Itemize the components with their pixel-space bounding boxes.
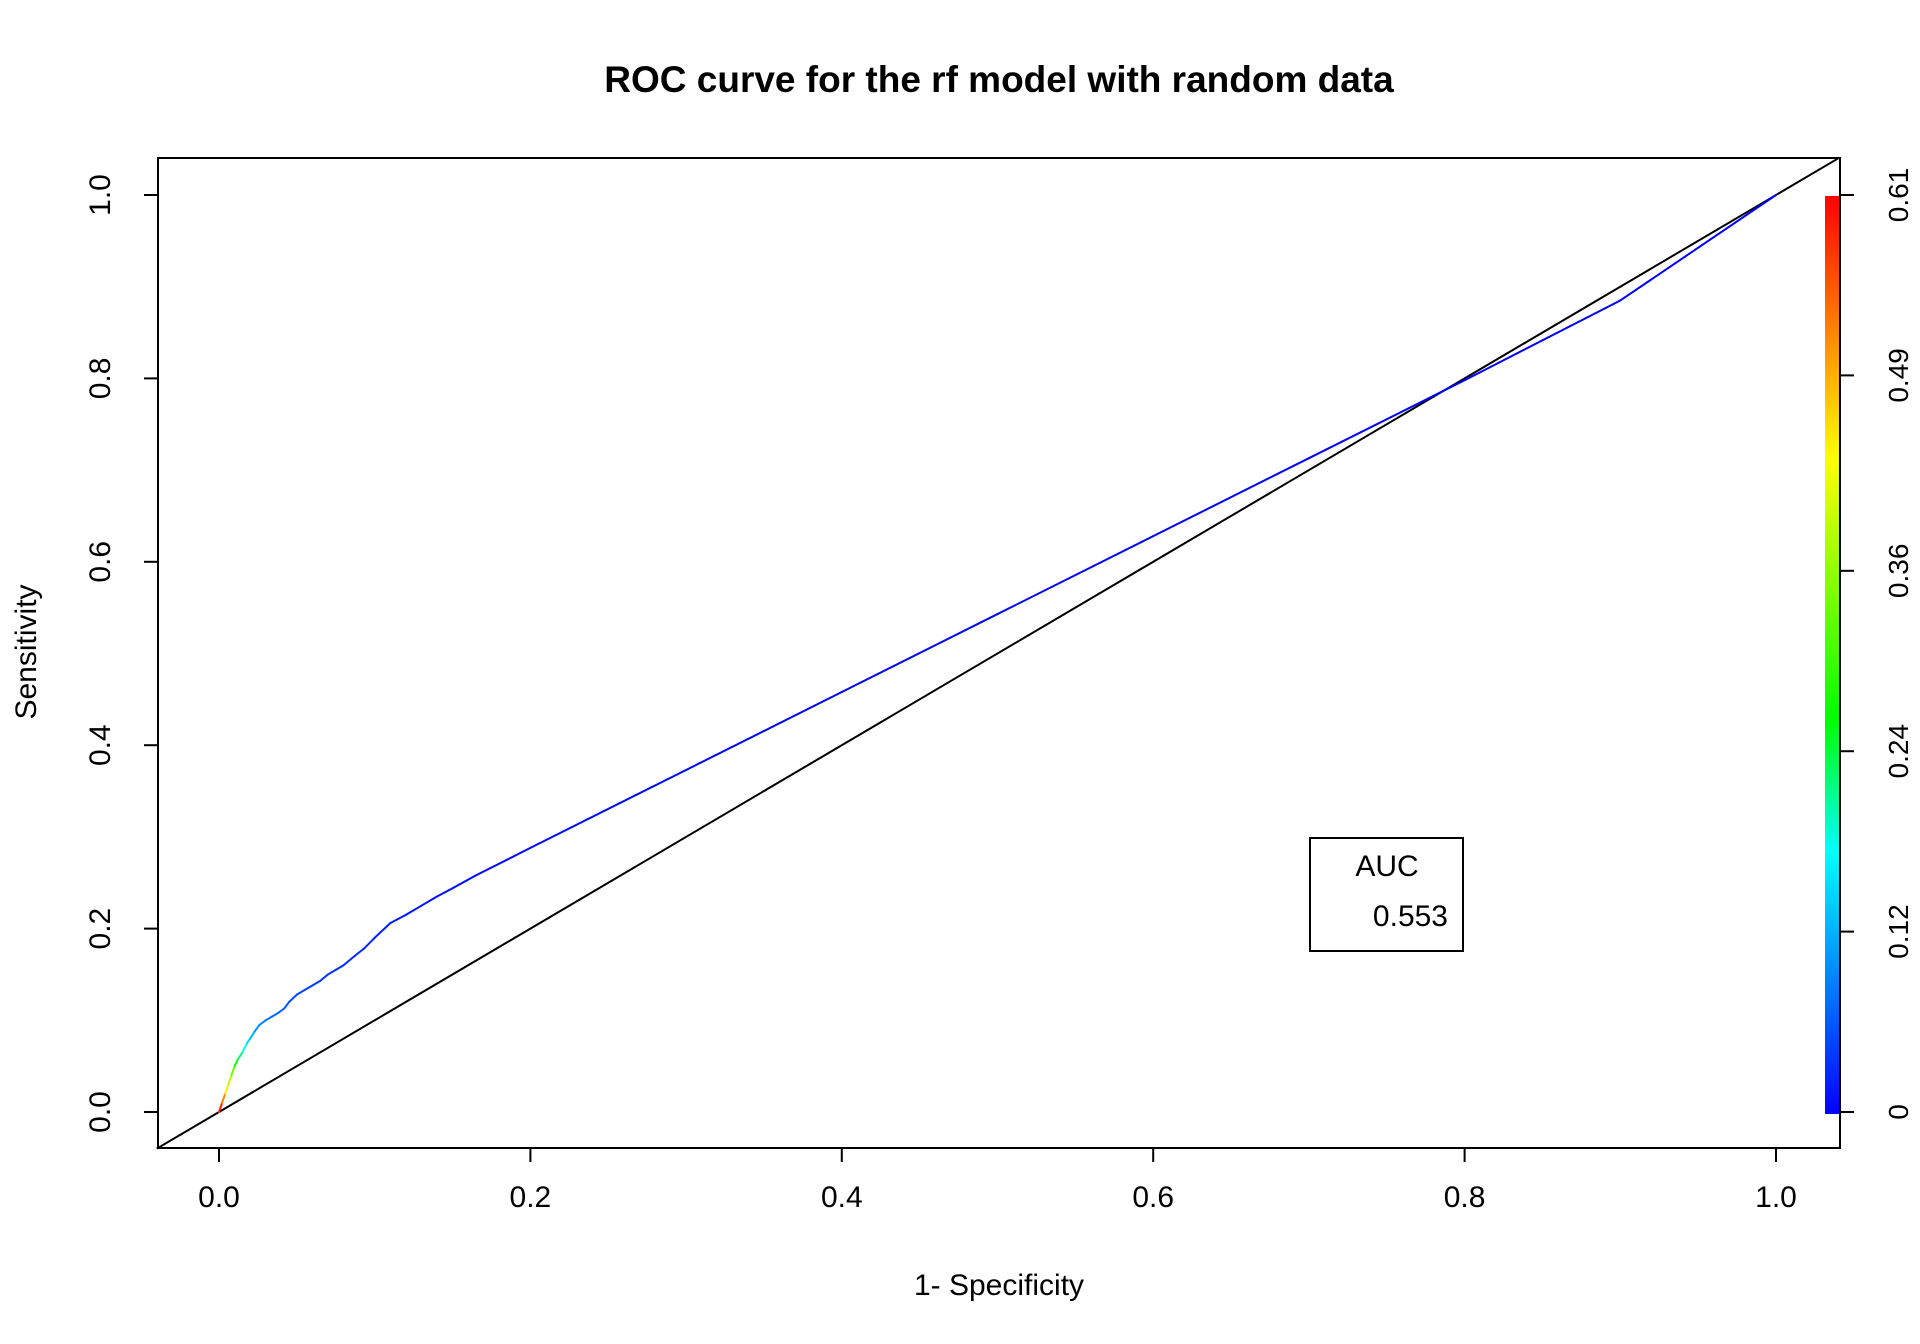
colorbar-axis: 0 0.12 0.24 0.36 0.49 0.61: [1840, 168, 1914, 1120]
y-axis-label: Sensitivity: [10, 584, 43, 719]
roc-curve-segment: [373, 922, 392, 939]
y-tick-label: 0.2: [84, 908, 117, 950]
roc-curve-segment: [451, 874, 477, 890]
colorbar-tick-label: 0.24: [1883, 724, 1914, 779]
roc-curve-segment: [362, 936, 376, 950]
x-tick-label: 0.4: [821, 1181, 863, 1214]
roc-curve-segment: [420, 895, 438, 907]
x-tick-label: 0.8: [1444, 1181, 1486, 1214]
roc-curve-segment: [319, 973, 329, 982]
roc-curve-segment: [353, 947, 365, 958]
y-tick-label: 0.4: [84, 724, 117, 766]
roc-curve-segment: [224, 1083, 230, 1095]
roc-curve-segment: [253, 1023, 261, 1033]
x-tick-label: 0.2: [510, 1181, 552, 1214]
auc-legend-box: [1309, 837, 1464, 952]
roc-curve-segment: [342, 955, 356, 967]
roc-curve-segment: [295, 989, 306, 996]
colorbar-gradient: [1825, 196, 1839, 1114]
x-tick-label: 1.0: [1755, 1181, 1797, 1214]
x-axis: 0.0 0.2 0.4 0.6 0.8 1.0: [198, 1148, 1797, 1214]
y-tick-label: 1.0: [84, 174, 117, 216]
roc-curve-segment: [283, 1000, 291, 1010]
auc-legend-value: 0.553: [1373, 900, 1448, 933]
roc-curve-segment: [1307, 379, 1466, 460]
roc-curve-segment: [334, 964, 345, 971]
roc-curve-segment: [326, 968, 337, 976]
auc-legend: AUC 0.553: [1309, 837, 1464, 952]
roc-curve-segment: [1619, 194, 1777, 302]
roc-curve-segment: [241, 1042, 249, 1054]
roc-curve-segment: [404, 904, 423, 916]
roc-curve-segment: [474, 846, 532, 877]
auc-legend-title: AUC: [1355, 850, 1418, 883]
roc-curve-segment: [236, 1051, 244, 1061]
colorbar-tick-label: 0.61: [1883, 168, 1914, 223]
roc-curve-segment: [996, 535, 1155, 616]
y-tick-label: 0.0: [84, 1091, 117, 1133]
roc-curve-segment: [303, 984, 314, 992]
roc-curve-segment: [1152, 457, 1310, 538]
colorbar-tick-label: 0.36: [1883, 544, 1914, 599]
colorbar: [1825, 196, 1839, 1114]
roc-curve-segment: [270, 1011, 280, 1018]
roc-curve-segment: [389, 913, 407, 925]
x-axis-label: 1- Specificity: [914, 1269, 1084, 1302]
roc-curve-segment: [221, 1092, 227, 1104]
roc-curve-segment: [1463, 299, 1622, 382]
roc-curve-segment: [288, 993, 298, 1003]
y-tick-label: 0.8: [84, 358, 117, 400]
roc-curve-segment: [258, 1019, 267, 1026]
chart-title: ROC curve for the rf model with random d…: [604, 59, 1394, 100]
roc-curve-segment: [529, 768, 688, 849]
plot-area: [156, 157, 1839, 1150]
roc-curve-segment: [227, 1074, 233, 1086]
roc-curve-segment: [233, 1058, 239, 1068]
roc-curve-segment: [311, 979, 322, 987]
roc-curve-segment: [435, 887, 454, 898]
reference-diagonal-line: [156, 157, 1839, 1150]
roc-curve-segment: [277, 1007, 286, 1014]
x-tick-label: 0.0: [198, 1181, 240, 1214]
plot-frame: [157, 157, 1841, 1149]
x-tick-label: 0.6: [1132, 1181, 1174, 1214]
roc-curve-segment: [685, 691, 843, 771]
colorbar-tick-label: 0.12: [1883, 904, 1914, 959]
colorbar-tick-label: 0.49: [1883, 348, 1914, 403]
roc-curve-segment: [218, 1101, 224, 1113]
roc-curve-segment: [840, 613, 999, 694]
colorbar-tick-label: 0: [1883, 1104, 1914, 1120]
roc-curve-segment: [264, 1015, 273, 1022]
roc-curve-segment: [230, 1065, 236, 1077]
y-tick-label: 0.6: [84, 541, 117, 583]
roc-curve-segment: [249, 1030, 256, 1040]
y-axis: 0.0 0.2 0.4 0.6 0.8 1.0: [84, 174, 158, 1133]
roc-curve: [218, 194, 1777, 1113]
